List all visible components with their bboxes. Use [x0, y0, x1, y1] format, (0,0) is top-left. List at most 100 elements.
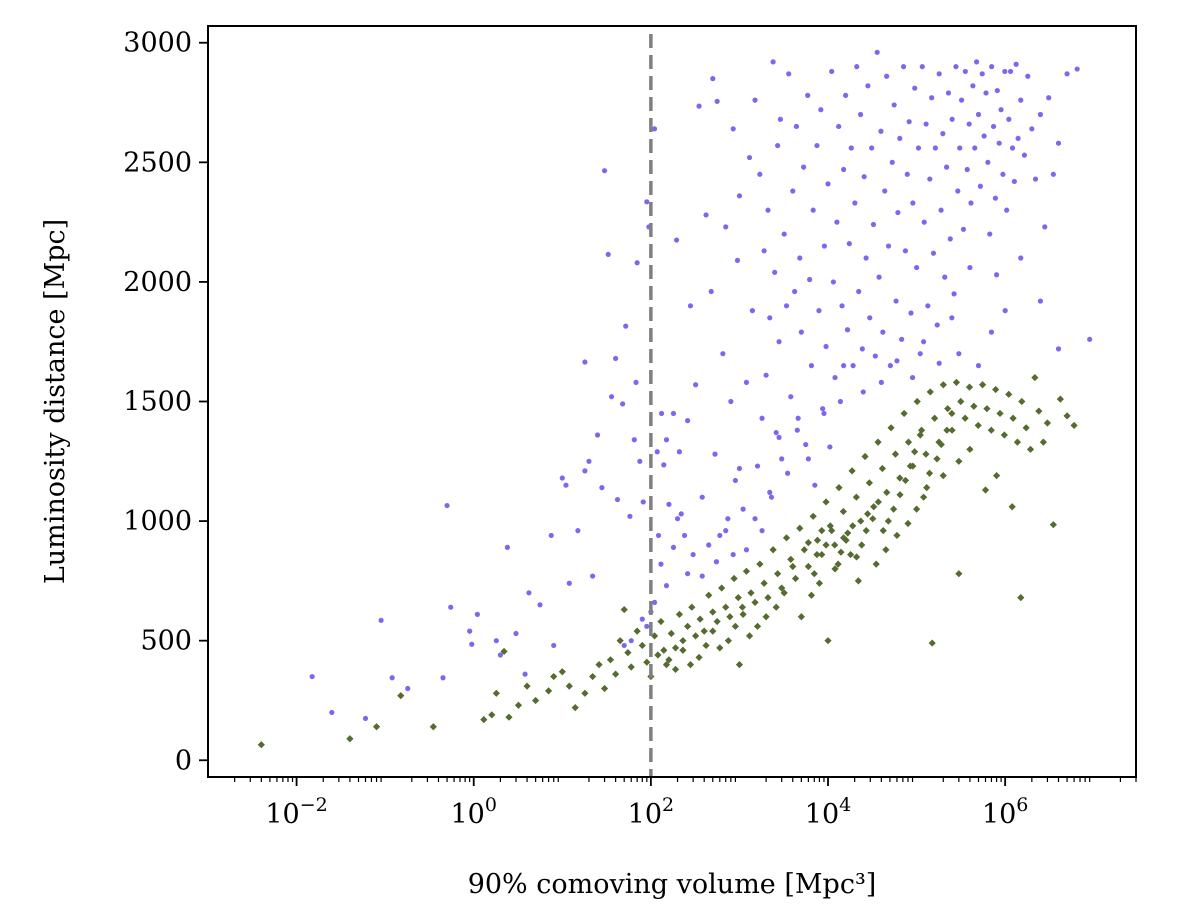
data-point [992, 195, 999, 201]
data-point [975, 111, 982, 118]
data-point [916, 431, 924, 439]
data-point [797, 613, 805, 621]
data-point [724, 637, 732, 645]
x-tick-label: 104 [805, 794, 851, 830]
data-point [548, 532, 554, 539]
y-tick-label: 3000 [123, 28, 192, 59]
data-point [993, 272, 1000, 278]
data-point [1050, 171, 1056, 177]
data-point [526, 590, 532, 596]
data-point [651, 599, 658, 606]
data-point [832, 374, 838, 381]
data-point [979, 71, 985, 77]
data-point [908, 310, 914, 316]
data-point [638, 641, 646, 650]
data-point [706, 542, 712, 548]
data-point [912, 505, 921, 513]
data-point [1031, 373, 1039, 382]
data-point [906, 462, 914, 470]
data-point [822, 541, 830, 549]
data-point [595, 660, 603, 669]
data-point [772, 603, 780, 611]
data-point [985, 159, 991, 165]
data-point [970, 83, 976, 89]
data-point [987, 231, 993, 237]
data-point [818, 527, 826, 535]
data-point [779, 456, 785, 462]
data-point [492, 689, 500, 697]
data-point [717, 532, 723, 539]
data-point [856, 288, 862, 295]
data-point [947, 236, 953, 242]
data-point [714, 98, 720, 104]
data-point [813, 550, 821, 559]
data-point [870, 503, 878, 511]
data-point [759, 528, 765, 534]
data-point [934, 322, 940, 328]
data-point [931, 414, 939, 422]
data-point [960, 226, 967, 232]
data-point [900, 409, 908, 418]
data-point [663, 437, 670, 443]
data-point [843, 92, 849, 98]
data-point [559, 475, 565, 481]
data-point [876, 274, 882, 280]
data-point [942, 274, 948, 280]
data-point [1032, 176, 1039, 182]
data-point [938, 207, 944, 213]
data-point [657, 617, 665, 626]
data-point [713, 617, 721, 626]
data-point [844, 327, 851, 333]
data-point [962, 68, 968, 75]
data-point [660, 646, 668, 654]
data-point [681, 532, 688, 539]
data-point [754, 463, 761, 469]
data-point [865, 83, 871, 89]
data-point [791, 574, 800, 583]
data-point [1004, 207, 1010, 213]
data-point [822, 498, 830, 506]
data-point [513, 630, 519, 637]
data-point [1011, 178, 1017, 185]
data-point [1002, 68, 1008, 75]
data-point [722, 603, 730, 611]
data-point [671, 665, 680, 673]
data-point [650, 632, 659, 640]
data-point [666, 501, 672, 507]
data-point [667, 629, 675, 638]
data-point [566, 580, 572, 586]
data-point [818, 107, 824, 113]
data-point [773, 429, 779, 436]
data-point [670, 410, 677, 417]
data-point [847, 550, 855, 559]
data-point [810, 570, 818, 578]
data-point [1029, 126, 1035, 132]
y-tick-label: 1500 [123, 387, 192, 418]
data-point [897, 135, 903, 142]
data-point [996, 409, 1004, 418]
data-point [685, 418, 691, 424]
data-point [956, 351, 962, 357]
y-tick-label: 500 [140, 626, 192, 657]
data-point [763, 372, 769, 378]
data-point [831, 565, 839, 573]
data-point [743, 379, 750, 385]
data-point [966, 121, 972, 127]
data-point [874, 49, 880, 55]
data-point [1008, 503, 1016, 511]
data-point [703, 212, 709, 218]
data-point [1035, 407, 1043, 415]
data-point [823, 343, 829, 350]
data-point [786, 71, 792, 77]
data-point [730, 551, 736, 558]
data-point [655, 532, 662, 539]
data-point [661, 462, 667, 468]
data-point [790, 188, 796, 194]
data-point [712, 451, 718, 457]
data-point [1046, 95, 1052, 101]
data-point [981, 486, 990, 494]
data-point [1006, 116, 1012, 122]
data-point [849, 522, 857, 530]
data-point [736, 465, 743, 472]
data-point [917, 426, 926, 434]
